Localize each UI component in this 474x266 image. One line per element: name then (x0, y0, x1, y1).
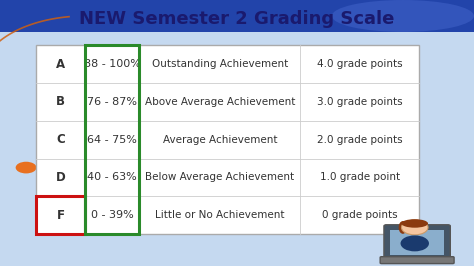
FancyBboxPatch shape (380, 257, 454, 264)
Text: 0 grade points: 0 grade points (322, 210, 398, 220)
Bar (36, 45, 419, 234)
Text: 88 - 100%: 88 - 100% (84, 59, 141, 69)
Text: D: D (55, 171, 65, 184)
Text: Below Average Achievement: Below Average Achievement (145, 172, 294, 182)
Text: 1.0 grade point: 1.0 grade point (320, 172, 400, 182)
Circle shape (401, 220, 428, 235)
Text: 3.0 grade points: 3.0 grade points (317, 97, 403, 107)
Text: 2.0 grade points: 2.0 grade points (317, 135, 403, 145)
FancyBboxPatch shape (384, 225, 450, 259)
Text: A: A (56, 58, 65, 70)
Bar (0, 0, 474, 32)
Text: C: C (56, 133, 65, 146)
Bar (36, 196, 85, 234)
Text: Above Average Achievement: Above Average Achievement (145, 97, 295, 107)
Circle shape (16, 162, 36, 173)
Text: 0 - 39%: 0 - 39% (91, 210, 134, 220)
Ellipse shape (401, 235, 429, 251)
Text: Little or No Achievement: Little or No Achievement (155, 210, 284, 220)
Ellipse shape (332, 0, 474, 32)
Text: 4.0 grade points: 4.0 grade points (317, 59, 403, 69)
Bar (85, 45, 139, 234)
Text: B: B (56, 95, 65, 108)
Text: F: F (56, 209, 64, 222)
Text: Outstanding Achievement: Outstanding Achievement (152, 59, 288, 69)
Text: 64 - 75%: 64 - 75% (87, 135, 137, 145)
Text: 40 - 63%: 40 - 63% (88, 172, 137, 182)
Ellipse shape (401, 219, 428, 228)
Ellipse shape (399, 221, 407, 234)
Text: NEW Semester 2 Grading Scale: NEW Semester 2 Grading Scale (79, 10, 395, 28)
Text: Average Achievement: Average Achievement (163, 135, 277, 145)
Text: 76 - 87%: 76 - 87% (87, 97, 137, 107)
Bar (390, 230, 444, 255)
